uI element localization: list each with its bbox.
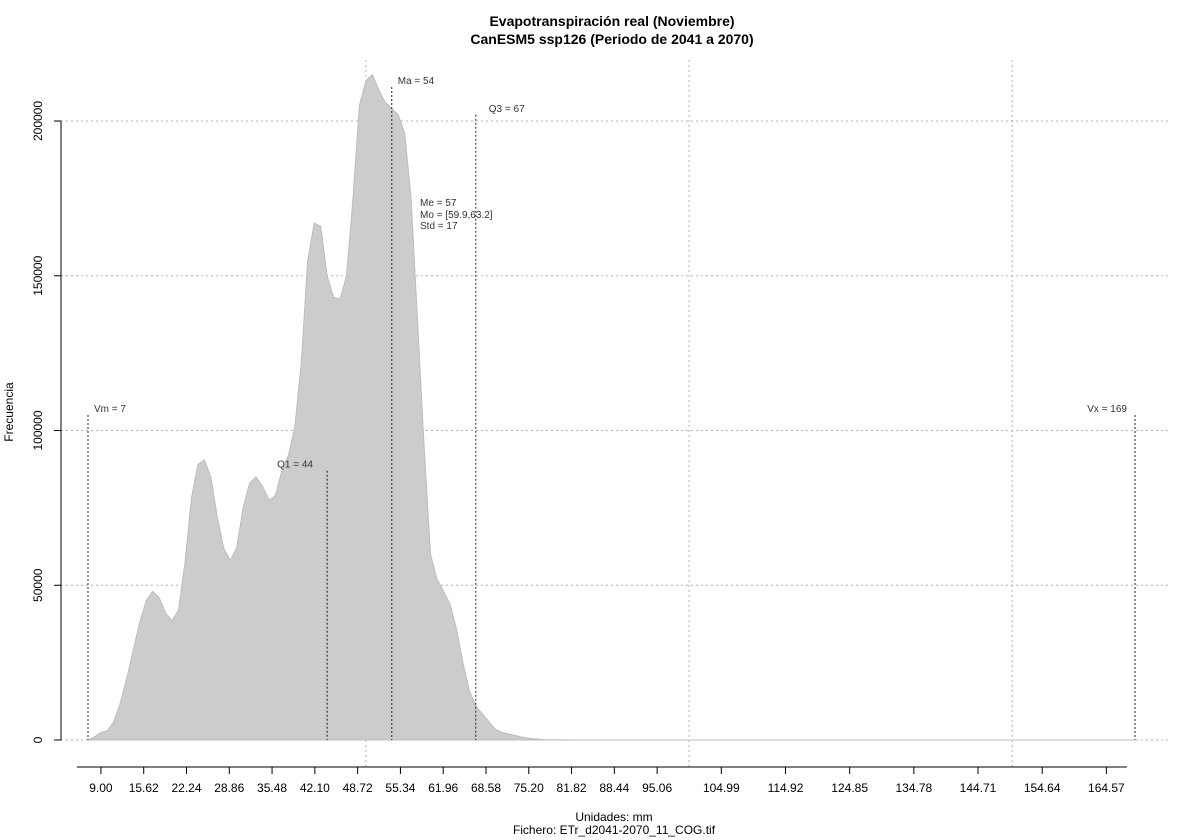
x-tick-label: 42.10 — [300, 781, 330, 795]
reference-lines: Vm = 7 Q1 = 44 Ma = 54 Q3 = 67 Vx = 169 — [87, 76, 1136, 740]
x-tick-label: 104.99 — [703, 781, 740, 795]
x-axis-title: Unidades: mm — [575, 810, 652, 824]
x-tick-label: 88.44 — [599, 781, 629, 795]
y-tick-label: 0 — [31, 736, 45, 743]
stat-median: Me = 57 — [420, 198, 457, 209]
ref-label-vm: Vm = 7 — [94, 404, 126, 415]
x-tick-label: 35.48 — [257, 781, 287, 795]
y-tick-label: 50000 — [31, 568, 45, 602]
x-tick-label: 95.06 — [642, 781, 672, 795]
y-tick-label: 100000 — [31, 410, 45, 450]
ref-label-ma: Ma = 54 — [398, 76, 435, 87]
x-tick-label: 22.24 — [171, 781, 201, 795]
x-tick-label: 55.34 — [385, 781, 415, 795]
x-tick-label: 164.57 — [1088, 781, 1125, 795]
density-area — [87, 73, 1135, 741]
y-tick-label: 150000 — [31, 255, 45, 295]
x-tick-label: 15.62 — [129, 781, 159, 795]
chart-title: Evapotranspiración real (Noviembre) — [489, 13, 734, 29]
stat-mode: Mo = [59.9,63.2] — [420, 210, 493, 221]
x-tick-label: 9.00 — [89, 781, 113, 795]
x-tick-label: 124.85 — [831, 781, 868, 795]
x-tick-label: 81.82 — [557, 781, 587, 795]
x-tick-label: 68.58 — [471, 781, 501, 795]
stat-std: Std = 17 — [420, 221, 458, 232]
x-tick-label: 154.64 — [1024, 781, 1061, 795]
y-axis-title: Frecuencia — [2, 382, 16, 442]
file-caption: Fichero: ETr_d2041-2070_11_COG.tif — [513, 823, 716, 837]
chart-subtitle: CanESM5 ssp126 (Periodo de 2041 a 2070) — [470, 31, 753, 47]
x-tick-label: 28.86 — [214, 781, 244, 795]
x-tick-label: 144.71 — [960, 781, 997, 795]
ref-label-vx: Vx = 169 — [1087, 404, 1127, 415]
x-tick-label: 114.92 — [768, 781, 804, 795]
x-tick-label: 48.72 — [343, 781, 373, 795]
ref-label-q1: Q1 = 44 — [277, 460, 313, 471]
x-tick-label: 75.20 — [514, 781, 544, 795]
x-axis-ticks: 9.00 15.62 22.24 28.86 35.48 42.10 48.72 55.34 6… — [89, 767, 1125, 795]
x-tick-label: 61.96 — [428, 781, 458, 795]
y-axis-ticks: 0 50000 100000 150000 200000 — [31, 101, 61, 743]
x-tick-label: 134.78 — [895, 781, 932, 795]
ref-label-q3: Q3 = 67 — [489, 104, 525, 115]
y-tick-label: 200000 — [31, 101, 45, 141]
